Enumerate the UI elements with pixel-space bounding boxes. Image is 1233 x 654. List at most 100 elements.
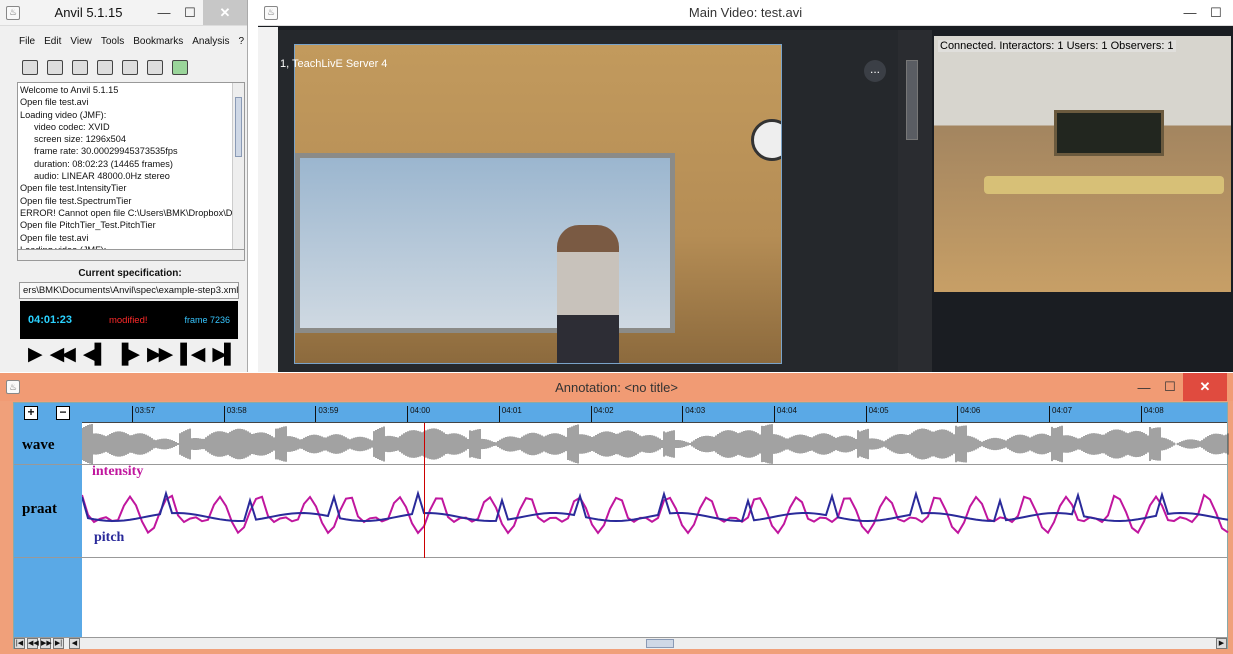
plugin-icon[interactable] xyxy=(172,60,188,75)
teacher-figure xyxy=(557,225,619,363)
log-line: Open file test.avi xyxy=(20,232,89,243)
step-forward-icon[interactable]: ▐▶ xyxy=(114,344,140,365)
ruler-tick: 04:05 xyxy=(865,406,889,422)
log-line: Open file test.avi xyxy=(20,97,89,108)
modified-status: modified! xyxy=(108,314,148,326)
play-icon[interactable]: ▶ xyxy=(28,344,43,365)
ruler-tick: 04:03 xyxy=(682,406,705,422)
chalkboard xyxy=(1054,110,1164,156)
track-label-praat[interactable]: praat xyxy=(22,501,57,517)
menu-help[interactable]: ? xyxy=(238,36,245,47)
track-labels: + − wave praat xyxy=(14,403,82,648)
log-horizontal-scrollbar[interactable] xyxy=(17,249,245,261)
zoom-in-button[interactable]: + xyxy=(24,406,38,420)
toolbar xyxy=(0,47,247,79)
more-options-button[interactable]: ... xyxy=(864,60,886,82)
gear-icon[interactable] xyxy=(97,60,113,75)
time-ruler[interactable]: 03:57 03:58 03:59 04:00 04:01 04:02 04:03 04:04… xyxy=(82,403,1227,423)
spec-path-field[interactable]: ers\BMK\Documents\Anvil\spec\example-ste… xyxy=(19,282,239,299)
menu-analysis[interactable]: Analysis xyxy=(192,36,230,47)
ruler-tick: 03:57 xyxy=(132,406,155,422)
log-line: Open file PitchTier_Test.PitchTier xyxy=(20,220,156,231)
divider-handle[interactable] xyxy=(906,60,918,140)
log-vertical-scrollbar[interactable] xyxy=(232,83,244,259)
annotation-title: Annotation: <no title> xyxy=(555,379,678,395)
ruler-tick: 04:08 xyxy=(1140,406,1164,422)
close-icon[interactable]: ✕ xyxy=(1183,373,1227,401)
waveform-path xyxy=(82,424,1229,464)
video-divider xyxy=(898,30,932,372)
maximize-icon[interactable]: ☐ xyxy=(1210,4,1222,20)
log-line: duration: 08:02:23 (14465 frames) xyxy=(34,158,173,169)
frame-counter: frame 7236 xyxy=(184,315,230,325)
annotation-horizontal-scrollbar[interactable]: |◀ ◀◀ ▶▶ ▶| ◀ ▶ xyxy=(14,637,1227,649)
new-file-icon[interactable] xyxy=(72,60,88,75)
step-back-icon[interactable]: ◀▌ xyxy=(82,344,108,365)
minimize-icon[interactable]: — xyxy=(157,5,171,20)
ruler-tick: 03:58 xyxy=(223,406,247,422)
minimize-icon[interactable]: — xyxy=(1183,5,1197,20)
playback-cursor[interactable] xyxy=(424,423,425,558)
menu-file[interactable]: File xyxy=(19,36,36,47)
save-icon[interactable] xyxy=(47,60,63,75)
spec-label: Current specification: xyxy=(78,268,182,279)
close-icon[interactable]: ✕ xyxy=(203,0,247,25)
main-video-window: ♨ Main Video: test.avi — ☐ 1, TeachLivE … xyxy=(258,0,1233,372)
wall-clock xyxy=(751,119,781,161)
pitch-curve xyxy=(82,489,1229,523)
log-line: video codec: XVID xyxy=(34,121,110,132)
main-video-title: Main Video: test.avi xyxy=(688,5,803,20)
java-icon: ♨ xyxy=(6,5,20,20)
log-line: ERROR! Cannot open file C:\Users\BMK\Dro… xyxy=(20,207,233,218)
first-page-icon[interactable]: |◀ xyxy=(14,638,25,649)
annotation-titlebar: ♨ Annotation: <no title> — ☐ ✕ xyxy=(0,373,1233,401)
connection-status: Connected. Interactors: 1 Users: 1 Obser… xyxy=(938,40,1176,52)
log-panel[interactable]: Welcome to Anvil 5.1.15 Open file test.av… xyxy=(17,82,245,260)
maximize-icon[interactable]: ☐ xyxy=(1164,379,1176,394)
last-page-icon[interactable]: ▶| xyxy=(53,638,64,649)
menu-view[interactable]: View xyxy=(70,36,92,47)
maximize-icon[interactable]: ☐ xyxy=(184,4,196,20)
pitch-label: pitch xyxy=(94,530,125,545)
track-label-wave[interactable]: wave xyxy=(22,437,55,453)
video-side-strip xyxy=(258,27,278,372)
menu-bookmarks[interactable]: Bookmarks xyxy=(133,36,184,47)
menu-bar: File Edit View Tools Bookmarks Analysis? xyxy=(0,26,247,47)
intensity-label: intensity xyxy=(92,464,144,479)
zoom-out-button[interactable]: − xyxy=(56,406,70,420)
annotation-board: + − wave praat 03:57 03:58 03:59 04:00 04:01… xyxy=(13,402,1229,649)
scroll-thumb[interactable] xyxy=(646,639,674,648)
next-page-icon[interactable]: ▶▶ xyxy=(40,638,52,649)
transport-controls: ▶ ◀◀ ◀▌ ▐▶ ▶▶ ▌◀ ▶▌ xyxy=(28,343,237,366)
anvil-window: ♨ Anvil 5.1.15 — ☐ ✕ File Edit View Tools Bo… xyxy=(0,0,248,372)
minimize-icon[interactable]: — xyxy=(1137,379,1151,395)
go-start-icon[interactable]: ▌◀ xyxy=(180,344,205,365)
anvil-titlebar: ♨ Anvil 5.1.15 — ☐ ✕ xyxy=(0,0,247,26)
main-video-titlebar: ♨ Main Video: test.avi — ☐ xyxy=(258,0,1233,26)
prev-page-icon[interactable]: ◀◀ xyxy=(27,638,39,649)
scroll-right-icon[interactable]: ▶ xyxy=(1216,638,1227,649)
praat-track[interactable] xyxy=(82,465,1229,557)
menu-tools[interactable]: Tools xyxy=(100,36,125,47)
virtual-classroom-feed xyxy=(934,36,1231,292)
waveform-track[interactable] xyxy=(82,424,1229,464)
menu-edit[interactable]: Edit xyxy=(44,36,62,47)
classroom-table xyxy=(984,176,1224,194)
log-line: Open file test.IntensityTier xyxy=(20,183,127,194)
time-panel: 04:01:23 modified! frame 7236 xyxy=(20,301,238,339)
monitor-icon[interactable] xyxy=(147,60,163,75)
log-line: Welcome to Anvil 5.1.15 xyxy=(20,85,119,95)
teacher-video-feed xyxy=(294,44,782,364)
rewind-icon[interactable]: ◀◀ xyxy=(49,344,76,365)
binoculars-icon[interactable] xyxy=(122,60,138,75)
ruler-tick: 04:04 xyxy=(773,406,797,422)
scroll-thumb[interactable] xyxy=(235,97,242,157)
ruler-tick: 04:02 xyxy=(590,406,614,422)
ruler-tick: 04:00 xyxy=(407,406,430,422)
go-end-icon[interactable]: ▶▌ xyxy=(212,344,237,365)
scroll-left-icon[interactable]: ◀ xyxy=(69,638,80,649)
open-folder-icon[interactable] xyxy=(22,60,38,75)
ruler-tick: 04:07 xyxy=(1049,406,1072,422)
fast-forward-icon[interactable]: ▶▶ xyxy=(147,344,173,365)
video-area[interactable]: 1, TeachLivE Server 4 ... xyxy=(278,30,898,372)
